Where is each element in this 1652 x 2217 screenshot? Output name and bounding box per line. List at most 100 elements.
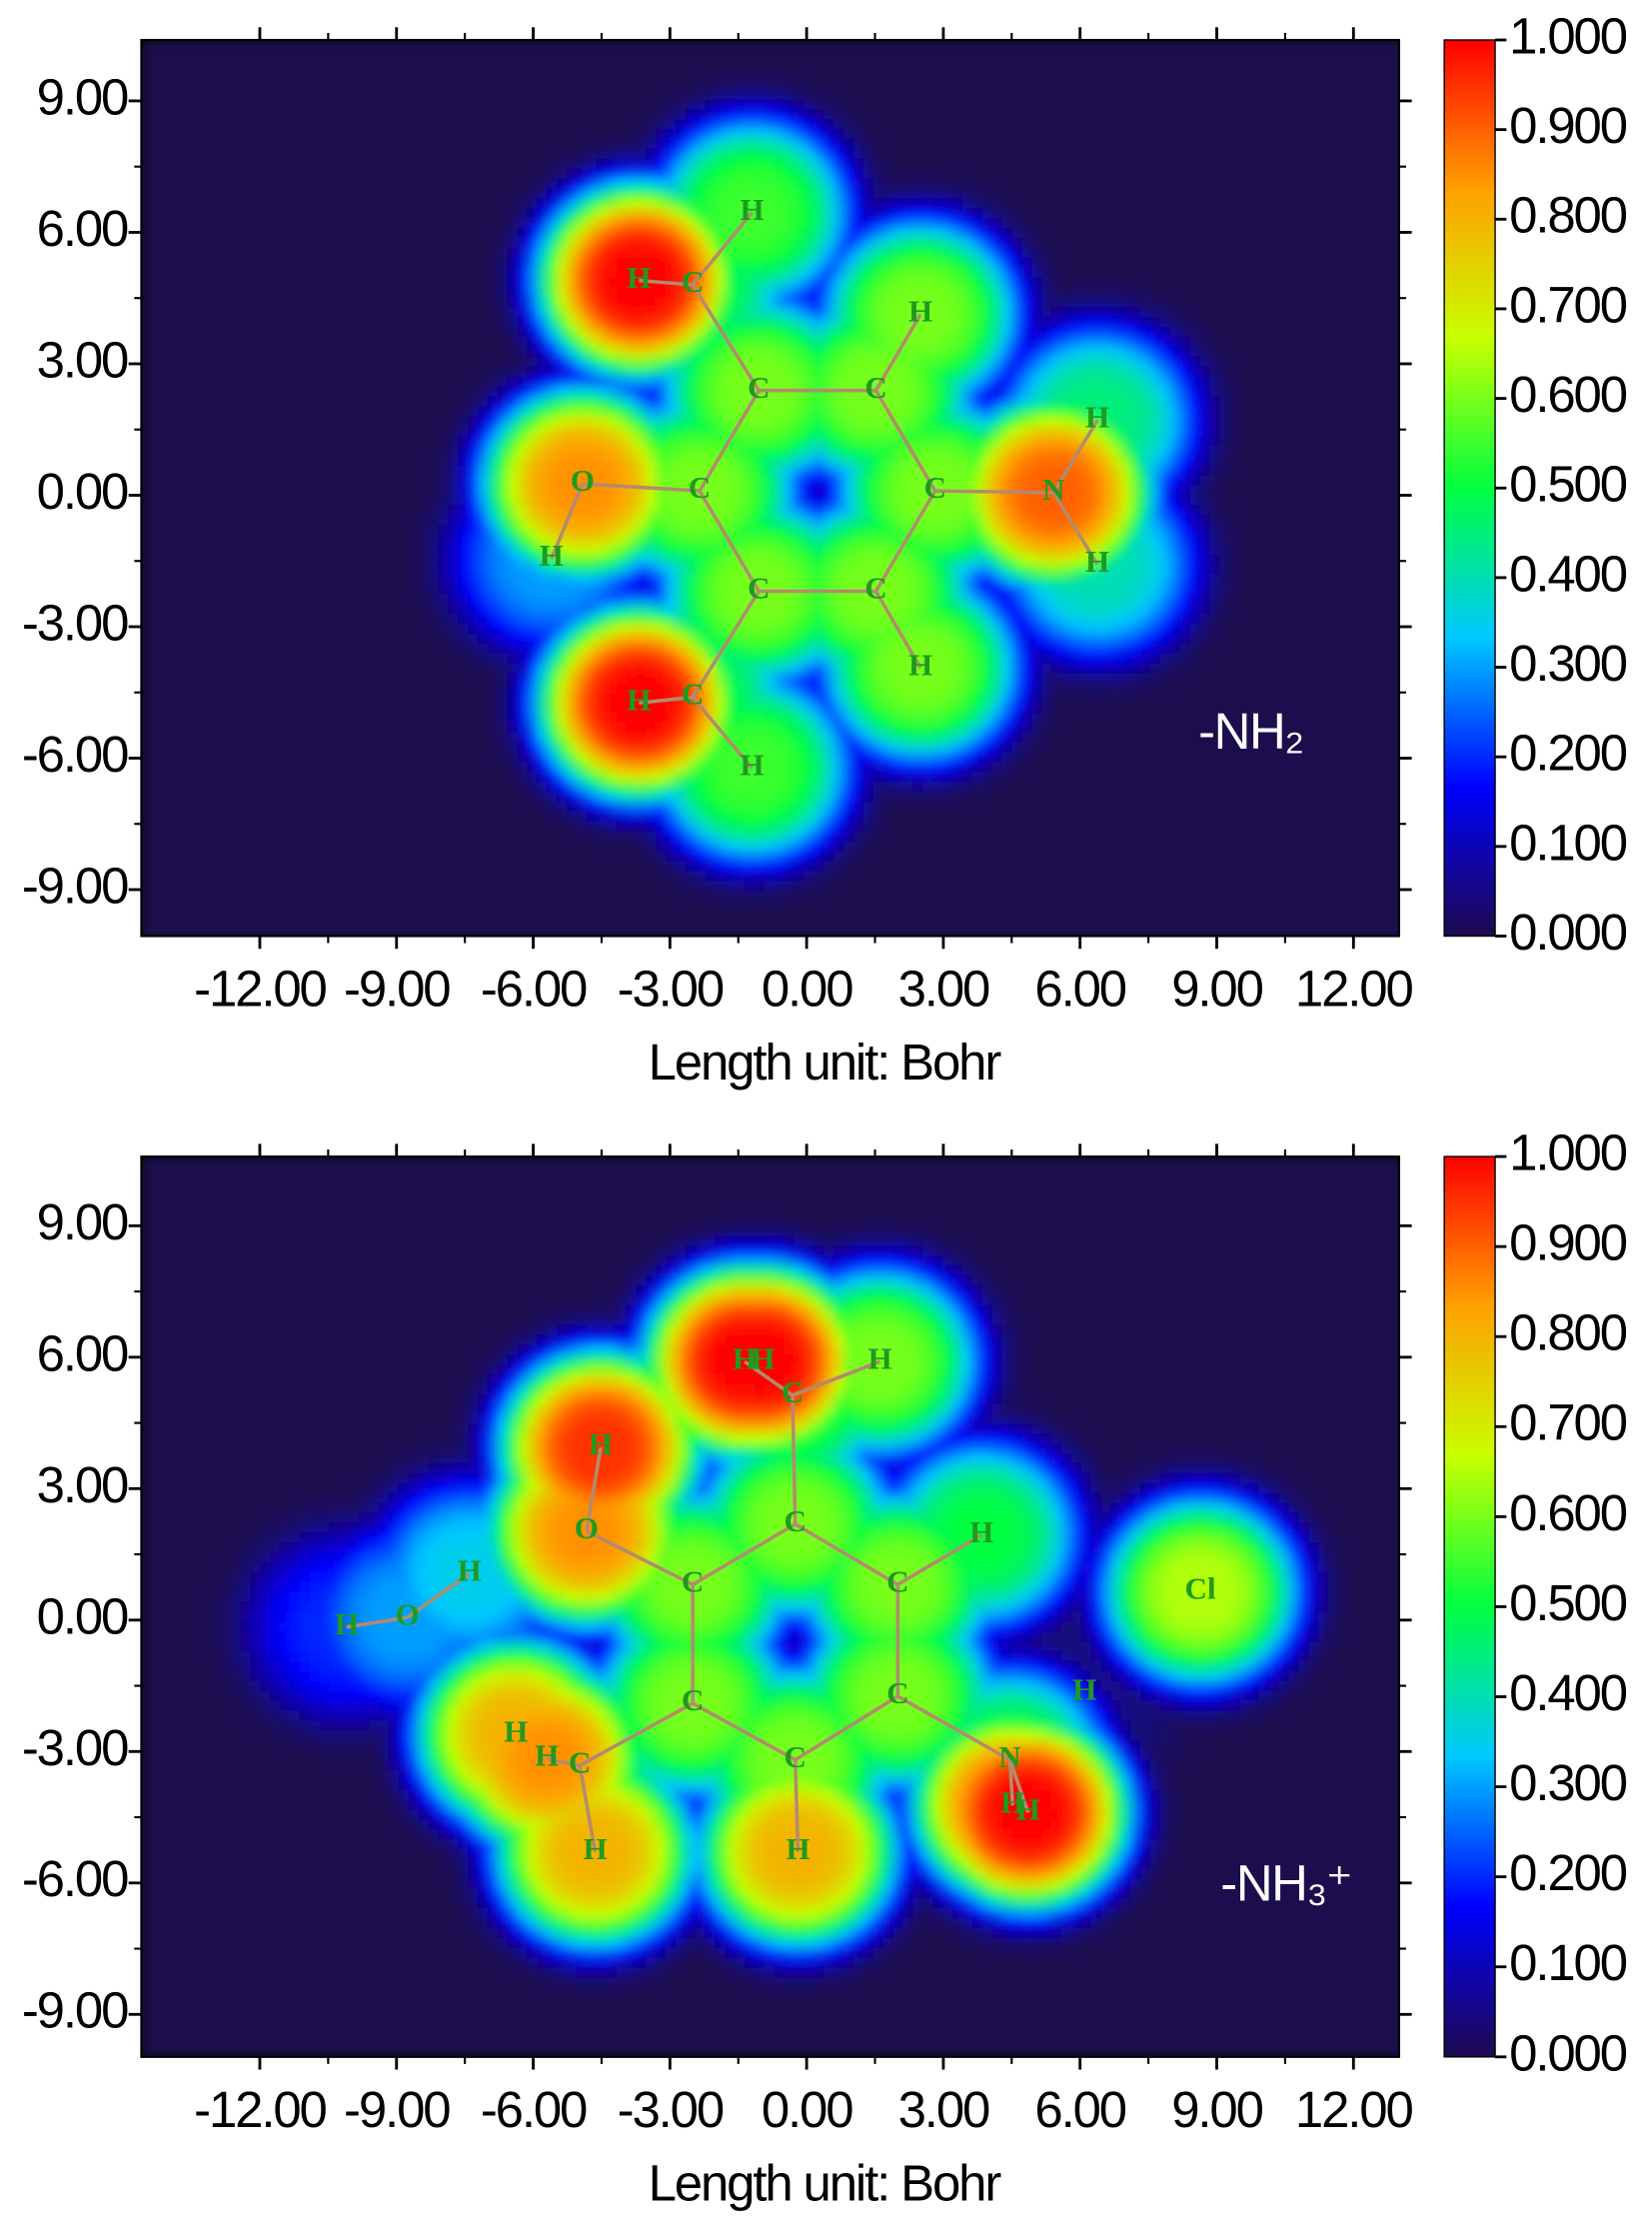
field-cell xyxy=(576,99,588,111)
field-cell xyxy=(1298,49,1310,61)
field-cell xyxy=(991,356,1003,368)
field-cell xyxy=(1209,376,1221,388)
field-cell xyxy=(497,208,509,220)
field-cell xyxy=(398,198,410,210)
field-cell xyxy=(764,396,776,408)
field-cell xyxy=(319,89,331,101)
field-cell xyxy=(428,366,440,378)
field-cell xyxy=(230,109,242,121)
field-cell xyxy=(606,59,618,71)
field-cell xyxy=(477,297,489,309)
field-cell xyxy=(616,386,628,398)
field-cell xyxy=(636,168,648,180)
field-cell xyxy=(260,228,271,239)
field-cell xyxy=(843,307,854,318)
field-cell xyxy=(141,356,153,368)
field-cell xyxy=(1258,119,1270,130)
field-cell xyxy=(1338,168,1349,180)
field-cell xyxy=(497,228,509,239)
field-cell xyxy=(477,89,489,101)
field-cell xyxy=(497,297,509,309)
field-cell xyxy=(200,49,212,61)
field-cell xyxy=(576,336,588,348)
field-cell xyxy=(912,138,924,150)
field-cell xyxy=(1377,406,1389,417)
field-cell xyxy=(882,109,894,121)
field-cell xyxy=(991,257,1003,269)
field-cell xyxy=(1357,406,1369,417)
field-cell xyxy=(1249,69,1260,81)
field-cell xyxy=(1199,119,1211,130)
field-cell xyxy=(339,109,351,121)
field-cell xyxy=(1318,188,1330,200)
field-cell xyxy=(289,376,301,388)
field-cell xyxy=(1249,416,1260,427)
field-cell xyxy=(517,237,529,249)
field-cell xyxy=(932,99,944,111)
field-cell xyxy=(319,267,331,279)
field-cell xyxy=(517,247,529,259)
field-cell xyxy=(902,138,914,150)
field-cell xyxy=(1041,257,1052,269)
field-cell xyxy=(606,99,618,111)
field-cell xyxy=(1090,158,1102,170)
field-cell xyxy=(646,99,657,111)
field-cell xyxy=(438,129,450,140)
field-cell xyxy=(1318,237,1330,249)
field-cell xyxy=(497,307,509,318)
field-cell xyxy=(1298,297,1310,309)
field-cell xyxy=(468,267,479,279)
field-cell xyxy=(814,366,826,378)
field-cell xyxy=(557,49,568,61)
field-cell xyxy=(576,89,588,101)
field-cell xyxy=(1051,317,1062,328)
field-cell xyxy=(1110,109,1122,121)
field-cell xyxy=(279,346,291,358)
field-cell xyxy=(1120,138,1132,150)
field-cell xyxy=(349,267,361,279)
field-cell xyxy=(487,406,499,417)
field-cell xyxy=(636,99,648,111)
field-cell xyxy=(666,336,677,348)
field-cell xyxy=(1120,119,1132,130)
field-cell xyxy=(270,168,281,180)
field-cell xyxy=(872,396,884,408)
field-cell xyxy=(725,257,737,269)
field-cell xyxy=(289,208,301,220)
field-cell xyxy=(299,228,311,239)
field-cell xyxy=(299,148,311,160)
field-cell xyxy=(912,277,924,289)
field-cell xyxy=(932,416,944,427)
field-cell xyxy=(319,178,331,190)
field-cell xyxy=(824,396,835,408)
field-cell xyxy=(695,307,707,318)
field-cell xyxy=(418,198,430,210)
field-cell xyxy=(1357,39,1369,51)
field-cell xyxy=(230,138,242,150)
field-cell xyxy=(250,346,262,358)
field-cell xyxy=(1308,218,1320,229)
field-cell xyxy=(329,69,341,81)
field-cell xyxy=(1258,277,1270,289)
field-cell xyxy=(882,39,894,51)
field-cell xyxy=(695,287,707,299)
field-cell xyxy=(1308,386,1320,398)
field-cell xyxy=(616,257,628,269)
field-cell xyxy=(695,168,707,180)
field-cell xyxy=(557,59,568,71)
field-cell xyxy=(567,336,578,348)
field-cell xyxy=(329,267,341,279)
field-cell xyxy=(1021,109,1033,121)
field-cell xyxy=(685,366,697,378)
field-cell xyxy=(596,208,608,220)
field-cell xyxy=(685,218,697,229)
field-cell xyxy=(912,188,924,200)
field-cell xyxy=(507,406,519,417)
field-cell xyxy=(438,386,450,398)
field-cell xyxy=(369,49,380,61)
field-cell xyxy=(725,168,737,180)
field-cell xyxy=(270,297,281,309)
field-cell xyxy=(448,39,459,51)
field-cell xyxy=(1239,366,1250,378)
